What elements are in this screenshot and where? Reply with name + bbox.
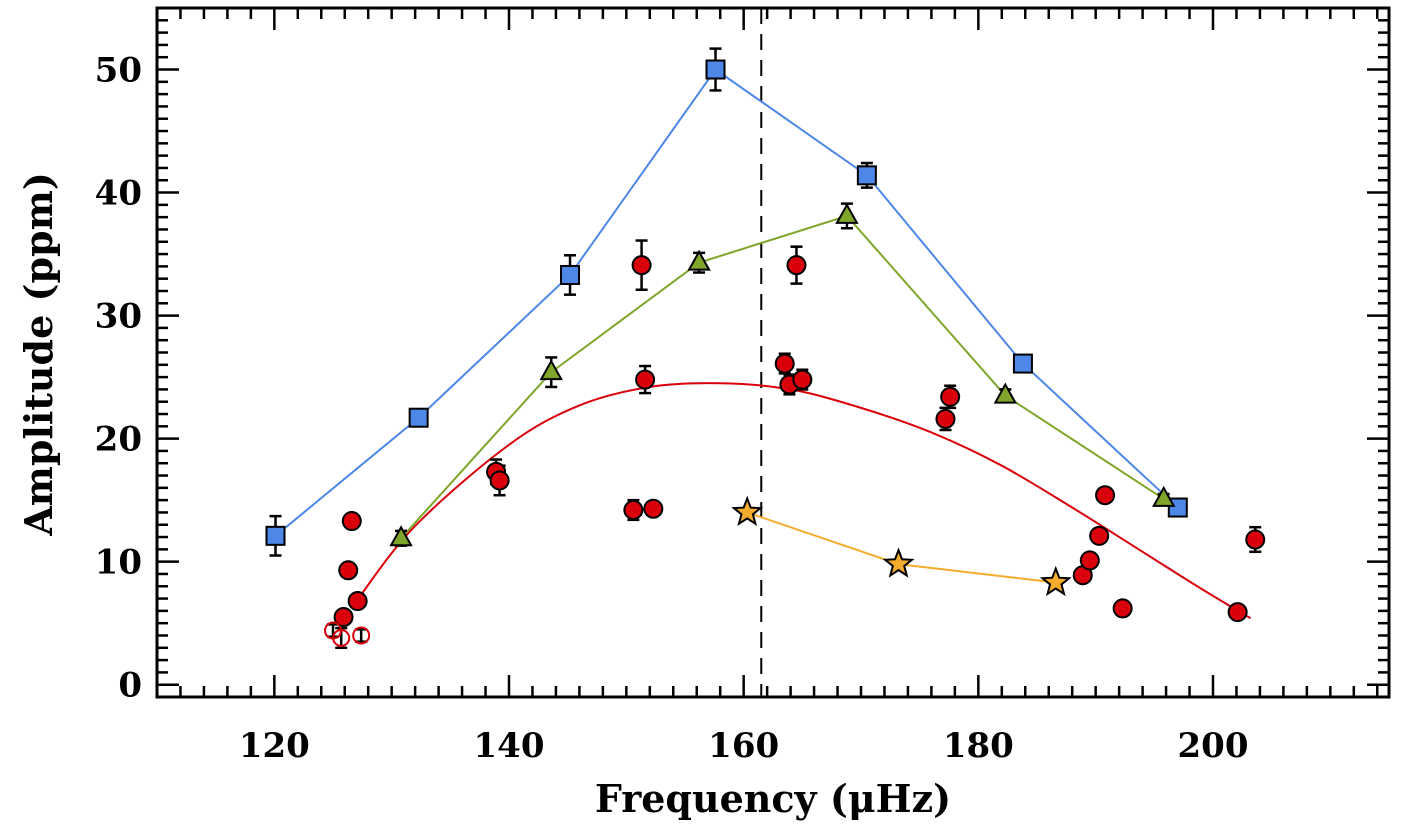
circle-marker [643,498,664,519]
square-marker [1167,497,1188,518]
y-tick-label: 0 [118,666,142,706]
triangle-marker [1152,485,1176,507]
series-lines [274,68,1179,584]
circle-marker [1227,602,1248,623]
circle-marker [1079,550,1100,571]
circle-marker [792,369,813,390]
x-tick-label: 140 [474,726,545,766]
x-axis-label: Frequency (μHz) [595,776,951,821]
square-marker [560,264,581,285]
square-marker [705,59,726,80]
circle-marker [333,607,354,628]
plot-border [155,6,1391,699]
open-circle-marker [332,628,351,647]
error-bars [269,47,1262,650]
star-marker [731,495,764,527]
x-tick-label: 160 [708,726,779,766]
y-tick-label: 50 [95,51,142,91]
axis-ticks [155,8,1389,697]
y-tick-label: 10 [95,543,142,583]
series-line-square [274,68,1179,537]
circle-marker [940,386,961,407]
circle-marker [1089,525,1110,546]
circle-marker [341,511,362,532]
star-marker [882,547,915,578]
x-tick-label: 180 [943,726,1014,766]
circle-marker [774,353,795,374]
star-marker [1039,565,1072,597]
open-circle-marker [352,626,371,645]
circle-marker [935,408,956,429]
x-tick-label: 200 [1178,726,1249,766]
square-marker [408,407,429,428]
circle-marker [623,499,644,520]
square-marker [856,165,877,186]
circle-marker [347,591,368,612]
circle-marker [1245,529,1266,550]
circle-marker [1112,598,1133,619]
series-line-triangle [400,214,1165,539]
triangle-marker [687,249,711,271]
y-tick-label: 20 [95,420,142,460]
tick-labels: 120 140 160 180 200 0 10 20 30 40 50 [95,51,1249,766]
plot-frame [155,6,1391,699]
circle-marker [338,560,359,581]
x-tick-label: 120 [239,726,310,766]
circle-marker [1095,485,1116,506]
circle-marker [489,470,510,491]
y-tick-label: 40 [95,174,142,214]
triangle-marker [539,359,563,381]
triangle-marker [835,202,859,224]
circle-marker [631,255,652,276]
square-marker [1012,353,1033,374]
circle-marker [786,255,807,276]
fit-curve-layer [355,382,1252,620]
fit-curve [355,382,1252,620]
triangle-marker [993,382,1018,404]
circle-marker [635,369,656,390]
y-axis-label: Amplitude (ppm) [16,172,61,537]
triangle-marker [389,525,413,547]
data-markers [265,59,1266,647]
square-marker [265,525,286,546]
y-tick-label: 30 [95,297,142,337]
